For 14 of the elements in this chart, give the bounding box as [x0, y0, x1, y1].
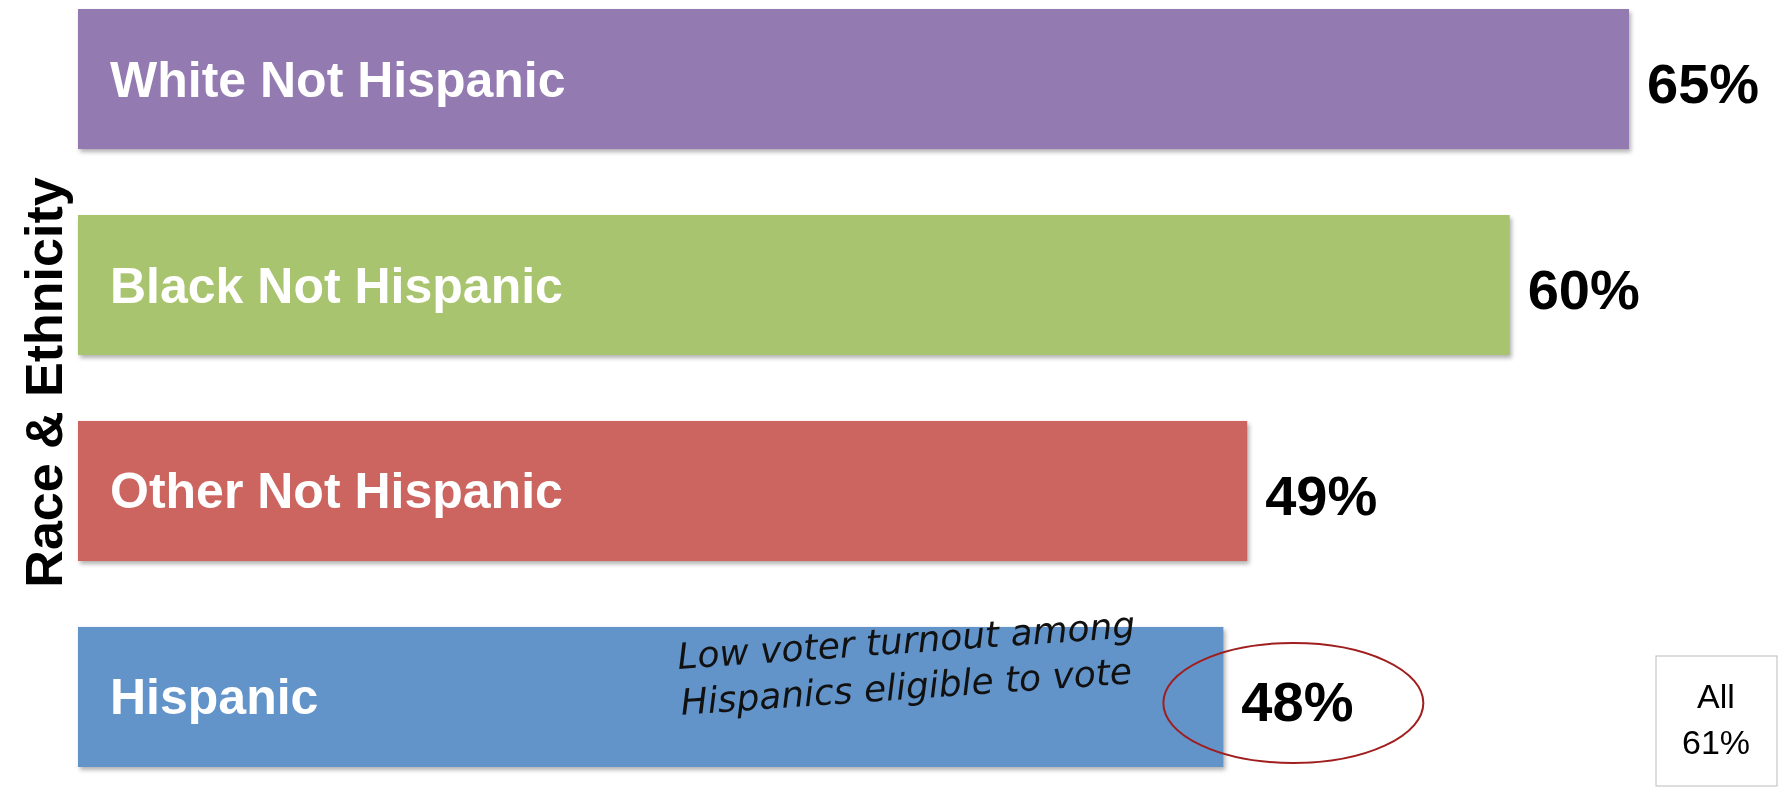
- y-tick-label: White Not Hispanic: [110, 51, 566, 108]
- data-label: 65%: [1647, 51, 1760, 115]
- annotation: Low voter turnout among Hispanics eligible to vote: [676, 604, 1137, 723]
- text: All 61%: [1681, 677, 1751, 761]
- bar: [78, 9, 1629, 150]
- y-tick-label: Black Not Hispanic: [110, 257, 563, 314]
- y-tick-label: Other Not Hispanic: [110, 463, 563, 520]
- y-tick-label: Hispanic: [110, 669, 319, 726]
- y-axis-title: Race & Ethnicity: [15, 177, 73, 588]
- data-label: 48%: [1241, 669, 1354, 733]
- bar: [78, 420, 1248, 562]
- bar: [78, 214, 1510, 356]
- data-label: 60%: [1527, 257, 1640, 321]
- data-label: 49%: [1265, 463, 1378, 527]
